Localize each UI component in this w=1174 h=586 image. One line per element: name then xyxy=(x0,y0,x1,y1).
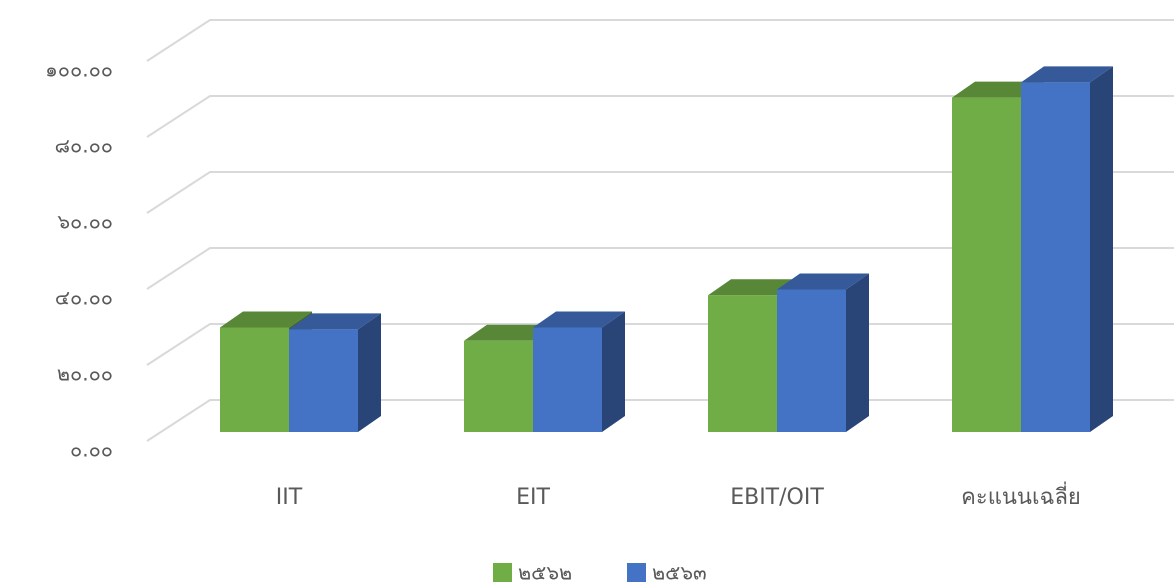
y-tick-label: ๑๐๐.๐๐ xyxy=(45,58,113,82)
grid-line xyxy=(146,95,1174,138)
legend-swatch xyxy=(627,563,646,582)
x-tick-label: IIT xyxy=(276,485,303,510)
bar-top xyxy=(777,273,869,290)
y-tick-label: ๔๐.๐๐ xyxy=(55,286,113,310)
bar xyxy=(464,340,533,432)
legend-swatch xyxy=(493,563,512,582)
legend-label: ๒๕๖๒ xyxy=(518,561,572,585)
x-tick-label: EBIT/OIT xyxy=(730,485,824,510)
y-tick-label: ๖๐.๐๐ xyxy=(57,210,113,234)
bar-top xyxy=(220,311,312,328)
bar-top xyxy=(289,313,381,330)
legend-label: ๒๕๖๓ xyxy=(652,561,707,585)
y-tick-label: ๒๐.๐๐ xyxy=(57,362,113,386)
bar-side xyxy=(602,311,625,432)
bar-side xyxy=(1090,66,1113,433)
bar xyxy=(1021,82,1090,433)
grid-line xyxy=(146,247,1174,290)
bar xyxy=(220,327,289,432)
y-tick-label: ๐.๐๐ xyxy=(70,438,113,462)
grid-line xyxy=(146,171,1174,214)
bar-side xyxy=(846,273,869,432)
x-tick-label: EIT xyxy=(516,485,550,510)
bar-top xyxy=(533,311,625,328)
grid-line xyxy=(146,19,1174,62)
bar xyxy=(708,295,777,432)
bar-top xyxy=(1021,66,1113,83)
bar xyxy=(533,327,602,432)
bar-side xyxy=(358,313,381,432)
x-tick-label: คะแนนเฉลี่ย xyxy=(961,481,1081,510)
bar xyxy=(777,289,846,432)
y-tick-label: ๘๐.๐๐ xyxy=(55,134,113,158)
bar xyxy=(289,329,358,432)
bar xyxy=(952,97,1021,432)
